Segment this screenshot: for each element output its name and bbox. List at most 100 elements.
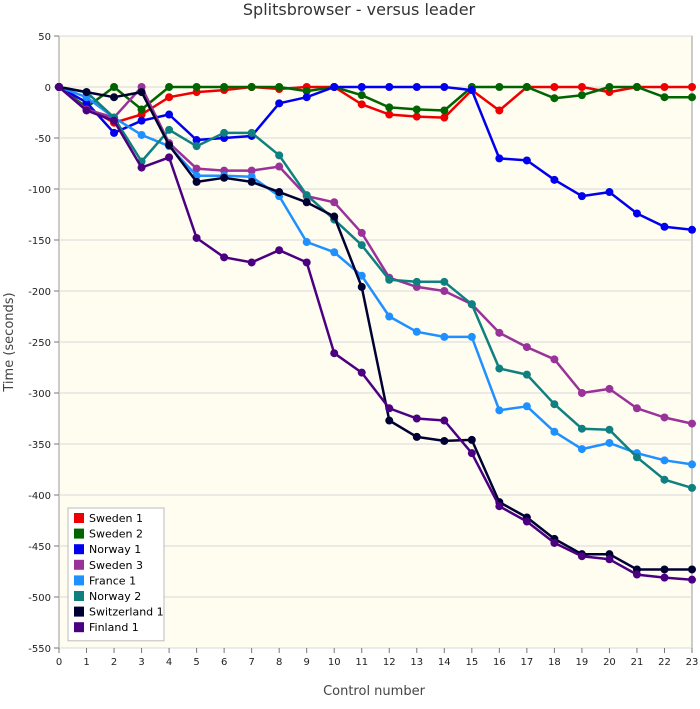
data-point <box>632 404 641 413</box>
data-point <box>275 151 284 160</box>
y-tick-label: -400 <box>28 491 51 502</box>
y-axis: 50 0 -50 -100 -150 -200 -250 -300 -350 -400 -450 -5… <box>28 32 59 655</box>
x-tick-label: 17 <box>521 657 534 668</box>
data-point <box>660 475 669 484</box>
x-tick-label: 10 <box>328 657 341 668</box>
legend-swatch <box>74 591 84 601</box>
data-point <box>467 300 476 309</box>
x-tick-label: 9 <box>304 657 310 668</box>
data-point <box>577 389 586 397</box>
data-point <box>302 191 311 200</box>
data-point <box>495 502 504 511</box>
data-point <box>660 456 669 465</box>
series-line <box>58 86 693 581</box>
data-point <box>357 368 366 377</box>
legend-item: Finland 1 <box>74 621 139 634</box>
data-point <box>688 419 696 428</box>
data-point <box>330 248 339 257</box>
y-tick-label: -50 <box>35 134 51 145</box>
data-point <box>495 406 504 415</box>
data-point <box>330 349 339 358</box>
data-point <box>632 570 641 579</box>
data-point <box>165 110 174 119</box>
data-point <box>192 83 201 91</box>
data-point <box>412 414 421 423</box>
data-point <box>550 400 559 409</box>
grid-lines <box>59 35 692 649</box>
data-point <box>495 328 504 337</box>
data-point <box>577 445 586 454</box>
legend-label: Sweden 2 <box>89 528 143 541</box>
data-point <box>688 225 696 234</box>
legend-swatch <box>74 606 84 617</box>
y-tick-label: -450 <box>28 542 51 553</box>
data-point <box>660 83 669 91</box>
data-point <box>220 128 229 137</box>
series-layer <box>55 83 696 584</box>
data-point <box>275 83 284 91</box>
data-point <box>688 83 696 91</box>
data-point <box>440 83 449 91</box>
x-tick-label: 20 <box>603 657 616 668</box>
y-tick-label: -300 <box>28 389 51 400</box>
data-point <box>495 364 504 373</box>
legend-swatch <box>74 622 84 633</box>
data-point <box>467 449 476 458</box>
legend-swatch <box>74 528 84 539</box>
data-point <box>357 91 366 100</box>
data-point <box>357 100 366 109</box>
y-tick-label: 50 <box>38 32 51 43</box>
data-point <box>550 538 559 547</box>
data-point <box>110 93 119 102</box>
data-point <box>522 156 531 165</box>
data-point <box>495 106 504 115</box>
x-tick-label: 3 <box>138 657 144 668</box>
legend-label: Norway 1 <box>89 543 141 556</box>
x-tick-label: 11 <box>355 657 368 668</box>
data-point <box>275 188 284 197</box>
x-tick-label: 21 <box>631 657 644 668</box>
y-tick-label: 0 <box>45 83 51 94</box>
data-point <box>495 154 504 163</box>
data-point <box>110 83 119 91</box>
data-point <box>605 425 614 434</box>
legend: Sweden 1 Sweden 2 Norway 1 Sweden 3 France 1… <box>67 507 165 642</box>
y-axis-title: Time (seconds) <box>2 292 17 392</box>
data-point <box>192 142 201 151</box>
x-tick-label: 6 <box>221 657 227 668</box>
data-point <box>440 106 449 115</box>
legend-label: Sweden 1 <box>89 512 143 525</box>
data-point <box>357 282 366 291</box>
data-point <box>385 110 394 119</box>
x-tick-label: 13 <box>410 657 423 668</box>
x-axis-title: Control number <box>323 684 426 699</box>
data-point <box>385 416 394 425</box>
x-tick-label: 12 <box>383 657 396 668</box>
x-tick-label: 0 <box>56 657 62 668</box>
legend-item: Switzerland 1 <box>74 606 164 619</box>
data-point <box>385 103 394 112</box>
x-tick-label: 19 <box>576 657 589 668</box>
data-point <box>220 253 229 262</box>
data-point <box>385 312 394 321</box>
legend-label: Switzerland 1 <box>89 606 164 619</box>
data-point <box>605 188 614 197</box>
data-point <box>165 83 174 91</box>
data-point <box>192 177 201 186</box>
data-point <box>137 163 146 172</box>
x-tick-label: 4 <box>166 657 172 668</box>
legend-swatch <box>74 513 84 523</box>
data-point <box>137 105 146 114</box>
y-tick-label: -250 <box>28 338 51 349</box>
data-point <box>247 83 256 91</box>
data-point <box>275 99 284 108</box>
data-point <box>165 125 174 134</box>
data-point <box>577 91 586 100</box>
data-point <box>220 173 229 182</box>
data-point <box>440 436 449 445</box>
data-point <box>82 88 91 97</box>
data-point <box>495 83 504 91</box>
data-point <box>412 277 421 286</box>
data-point <box>440 332 449 341</box>
